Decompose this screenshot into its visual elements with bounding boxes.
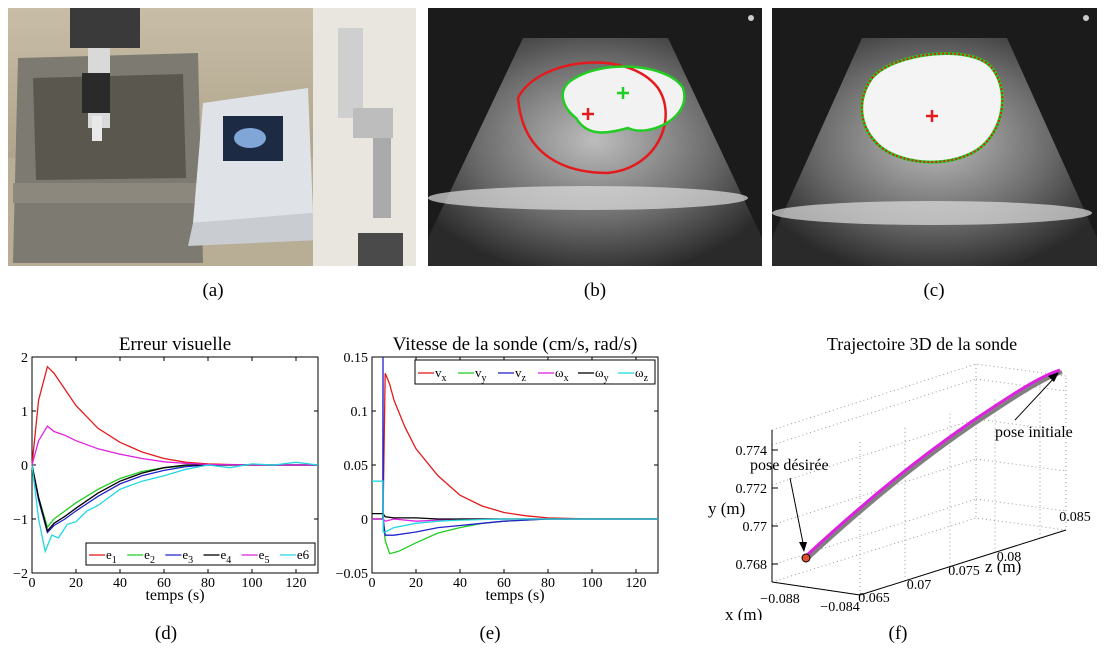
y-tick-label: 0.15 (344, 351, 369, 366)
y-tick-label: 0.05 (344, 459, 369, 474)
x-tick-label: 100 (582, 576, 603, 591)
z-tick-label: 0.065 (858, 591, 890, 606)
y-tick-label: 0.772 (736, 482, 768, 497)
x-tick-label: 80 (541, 576, 555, 591)
grid-line (771, 418, 977, 486)
x-tick-label: 40 (113, 576, 127, 591)
annotation-arrowhead (799, 542, 807, 552)
annotation-pose-desiree: pose désirée (750, 457, 829, 474)
x-tick-label: 20 (409, 576, 423, 591)
legend-label-vy: vy (475, 365, 487, 384)
x-axis (771, 581, 861, 596)
series-line-e5 (31, 425, 318, 466)
series-line-e6 (31, 461, 319, 554)
x-tick-label: 80 (201, 576, 215, 591)
legend-label-e1: e1 (106, 547, 117, 566)
x-tick-label: 60 (157, 576, 171, 591)
series-line-ωz (372, 480, 658, 533)
caption-f: (f) (888, 623, 908, 644)
caption-a: (a) (202, 280, 224, 301)
ultrasound-image-c-graphic (772, 15, 1097, 266)
y-tick-label: −0.05 (336, 567, 368, 582)
z-tick-label: 0.07 (907, 578, 932, 593)
chart-title: Erreur visuelle (119, 334, 231, 355)
grid-line (975, 458, 1067, 472)
x-axis-label: temps (s) (485, 587, 544, 604)
annotation-arrowhead (1048, 372, 1059, 382)
chart-title: Vitesse de la sonde (cm/s, rad/s) (393, 334, 638, 355)
y-tick-label: 0.1 (351, 405, 369, 420)
box-edge (771, 363, 1067, 431)
photo-robot-setup-graphic (8, 8, 416, 266)
legend-box (414, 359, 656, 385)
y-tick-label: 0.768 (736, 558, 768, 573)
ultrasound-image-b-graphic (428, 15, 762, 266)
box-edge (771, 376, 1067, 596)
annotation-arrow (789, 477, 805, 549)
legend-label-vx: vx (435, 365, 447, 384)
x-tick-label: −0.084 (820, 600, 859, 615)
legend-label-e6: e6 (297, 547, 310, 562)
chart-trajectoire-3d: Trajectoire 3D de la sonde 0.768 0.77 0.772… (708, 334, 1091, 620)
legend-label-vz: vz (515, 365, 527, 384)
series-line-vx (372, 372, 658, 520)
z-axis-label: z (m) (985, 557, 1021, 576)
y-axis-label: y (m) (708, 499, 745, 518)
x-tick-label: 20 (69, 576, 83, 591)
y-tick-label: 1 (21, 405, 28, 420)
z-tick-label: 0.085 (1059, 510, 1091, 525)
caption-c: (c) (923, 280, 945, 301)
series-line-e4 (31, 464, 318, 533)
y-tick-label: 0 (361, 513, 368, 528)
x-tick-label: 0 (29, 576, 36, 591)
photo-robot-setup (8, 8, 416, 266)
grid-line (975, 498, 1067, 512)
x-axis-label: x (m) (725, 605, 762, 620)
ultrasound-image-c (772, 8, 1097, 266)
y-tick-label: 0.77 (743, 520, 768, 535)
x-tick-label: 120 (626, 576, 647, 591)
legend-label-e5: e5 (259, 547, 270, 566)
chart-vitesse-sonde: Vitesse de la sonde (cm/s, rad/s) 0 20 40 60… (336, 334, 659, 604)
ultrasound-image-b (428, 8, 762, 266)
x-tick-label: 60 (497, 576, 511, 591)
annotation-arrow (1014, 375, 1057, 421)
y-tick-label: 2 (21, 351, 28, 366)
caption-b: (b) (583, 280, 607, 301)
plot-frame (371, 356, 659, 574)
legend-label-e4: e4 (221, 547, 232, 566)
legend-box (85, 542, 316, 566)
caption-e: (e) (479, 623, 501, 644)
legend-label-e2: e2 (144, 547, 155, 566)
chart-title: Trajectoire 3D de la sonde (827, 334, 1017, 354)
z-tick-label: 0.08 (997, 550, 1022, 565)
annotation-pose-initiale: pose initiale (995, 424, 1073, 441)
x-tick-label: 40 (453, 576, 467, 591)
caption-d: (d) (154, 623, 178, 644)
y-tick-label: 0 (21, 459, 28, 474)
y-tick-label: 0.774 (736, 444, 768, 459)
desired-pose-marker (801, 553, 811, 563)
series-line-reference (804, 370, 1063, 562)
legend-label-e3: e3 (182, 547, 193, 566)
chart-erreur-visuelle: Erreur visuelle 0 20 40 60 80 100 120 −2 −1 0 1 2 tem… (13, 334, 319, 604)
z-tick-label: 0.075 (948, 564, 980, 579)
box-edge (771, 517, 977, 583)
x-axis-label: temps (s) (145, 587, 204, 604)
y-tick-label: −1 (13, 513, 28, 528)
x-tick-label: 100 (242, 576, 263, 591)
z-axis (859, 529, 1067, 596)
x-tick-label: 0 (369, 576, 376, 591)
y-tick-label: −2 (13, 567, 28, 582)
grid-line (771, 378, 977, 446)
series-line-trajectory (804, 368, 1061, 558)
x-tick-label: 120 (286, 576, 307, 591)
x-tick-label: −0.088 (760, 592, 799, 607)
